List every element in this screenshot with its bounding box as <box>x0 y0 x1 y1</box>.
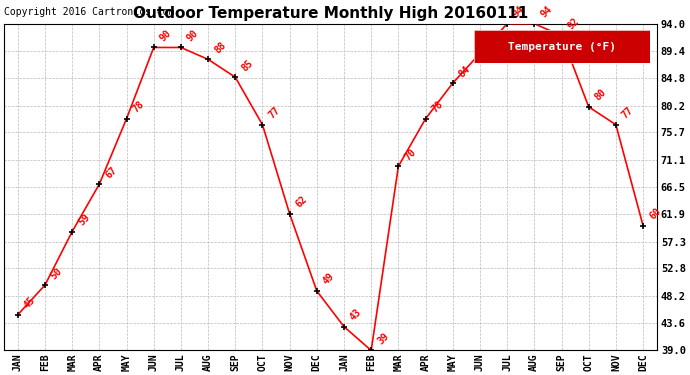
Text: 77: 77 <box>620 105 635 120</box>
Text: 62: 62 <box>294 194 309 210</box>
Text: 85: 85 <box>239 58 255 73</box>
Text: 94: 94 <box>538 4 554 20</box>
Text: 78: 78 <box>430 99 445 115</box>
Text: 67: 67 <box>104 165 119 180</box>
Text: 90: 90 <box>158 28 173 43</box>
Text: 92: 92 <box>566 16 581 32</box>
Text: 43: 43 <box>348 307 364 322</box>
Text: 80: 80 <box>593 87 609 103</box>
Text: 90: 90 <box>185 28 200 43</box>
Text: 94: 94 <box>511 4 526 20</box>
Text: 77: 77 <box>266 105 282 120</box>
Text: 39: 39 <box>375 331 391 346</box>
Text: 70: 70 <box>402 147 418 162</box>
Text: 60: 60 <box>647 206 662 222</box>
Text: 49: 49 <box>321 272 336 287</box>
Title: Outdoor Temperature Monthly High 20160111: Outdoor Temperature Monthly High 2016011… <box>132 6 528 21</box>
Text: 50: 50 <box>49 266 64 281</box>
Text: Copyright 2016 Cartronics.com: Copyright 2016 Cartronics.com <box>4 7 175 17</box>
Text: 84: 84 <box>457 64 473 79</box>
Text: 45: 45 <box>22 295 37 310</box>
Text: 78: 78 <box>130 99 146 115</box>
Text: 59: 59 <box>77 212 92 228</box>
Text: 89: 89 <box>484 34 500 49</box>
Text: 88: 88 <box>213 40 228 55</box>
